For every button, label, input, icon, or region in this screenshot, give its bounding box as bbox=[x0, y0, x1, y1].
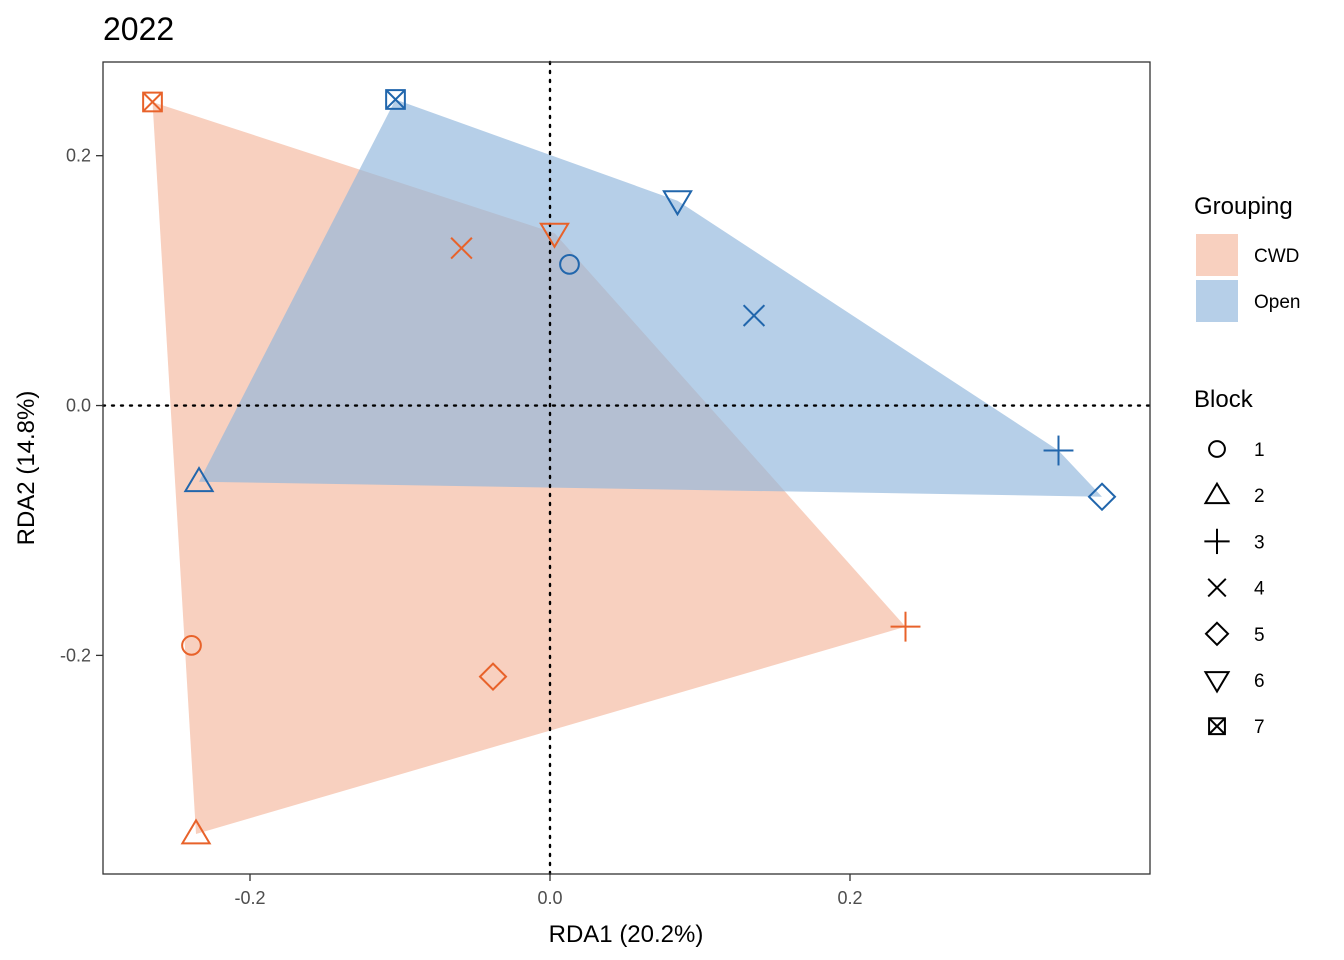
point-cwd-block-5 bbox=[478, 662, 508, 692]
legend-label-block-3: 3 bbox=[1254, 532, 1265, 553]
legend-label-cwd: CWD bbox=[1254, 246, 1299, 267]
legend-label-block-2: 2 bbox=[1254, 486, 1265, 507]
convex-hulls bbox=[152, 99, 1102, 834]
y-axis: -0.2 0.0 0.2 bbox=[60, 146, 103, 665]
legend-label-block-7: 7 bbox=[1254, 717, 1265, 738]
point-open-block-1 bbox=[559, 254, 580, 275]
grouping-legend-title: Grouping bbox=[1194, 193, 1293, 220]
hull-open bbox=[199, 99, 1102, 497]
x-axis-title: RDA1 (20.2%) bbox=[549, 921, 704, 948]
chart-title: 2022 bbox=[103, 11, 174, 47]
point-cwd-block-2 bbox=[180, 818, 212, 845]
y-tick-label: 0.2 bbox=[66, 146, 91, 166]
legend-label-block-1: 1 bbox=[1254, 440, 1265, 461]
point-open-block-7 bbox=[385, 89, 406, 110]
x-axis: -0.2 0.0 0.2 bbox=[234, 874, 863, 908]
data-points bbox=[142, 89, 1117, 845]
legend-key-triangle-down-icon bbox=[1203, 671, 1231, 694]
grouping-legend: Grouping CWD Open bbox=[1194, 193, 1300, 322]
legend-label-open: Open bbox=[1254, 292, 1300, 313]
y-axis-title: RDA2 (14.8%) bbox=[13, 391, 40, 546]
point-open-block-4 bbox=[742, 304, 766, 327]
point-open-block-5 bbox=[1087, 482, 1117, 512]
point-cwd-block-1 bbox=[181, 635, 202, 656]
legend-key-triangle-icon bbox=[1203, 481, 1231, 505]
block-legend-title: Block bbox=[1194, 386, 1254, 413]
y-tick-label: -0.2 bbox=[60, 645, 91, 665]
legend-key-circle-icon bbox=[1208, 440, 1226, 458]
point-cwd-block-7 bbox=[142, 91, 163, 113]
x-tick-label: 0.2 bbox=[837, 888, 862, 908]
point-open-block-2 bbox=[183, 466, 215, 493]
reference-lines bbox=[101, 60, 1152, 876]
x-tick-label: 0.0 bbox=[537, 888, 562, 908]
legend-label-block-6: 6 bbox=[1254, 671, 1265, 692]
plot-panel-border bbox=[102, 61, 1151, 875]
y-tick-label: 0.0 bbox=[66, 396, 91, 416]
legend-key-square-cross-icon bbox=[1208, 717, 1226, 736]
legend-label-block-5: 5 bbox=[1254, 625, 1265, 646]
point-cwd-block-6 bbox=[539, 222, 570, 249]
point-cwd-block-3 bbox=[890, 611, 921, 642]
legend-swatch-cwd bbox=[1196, 234, 1238, 276]
block-legend: Block 1 2 3 4 5 6 7 bbox=[1194, 386, 1265, 738]
legend-key-plus-icon bbox=[1204, 528, 1230, 555]
legend-label-block-4: 4 bbox=[1254, 579, 1265, 600]
legend-key-cross-icon bbox=[1207, 578, 1227, 598]
legend-swatch-open bbox=[1196, 280, 1238, 322]
x-tick-label: -0.2 bbox=[234, 888, 265, 908]
point-open-block-3 bbox=[1043, 435, 1074, 466]
legend-key-diamond-icon bbox=[1204, 621, 1230, 647]
point-cwd-block-4 bbox=[450, 237, 473, 260]
point-open-block-6 bbox=[662, 190, 693, 217]
